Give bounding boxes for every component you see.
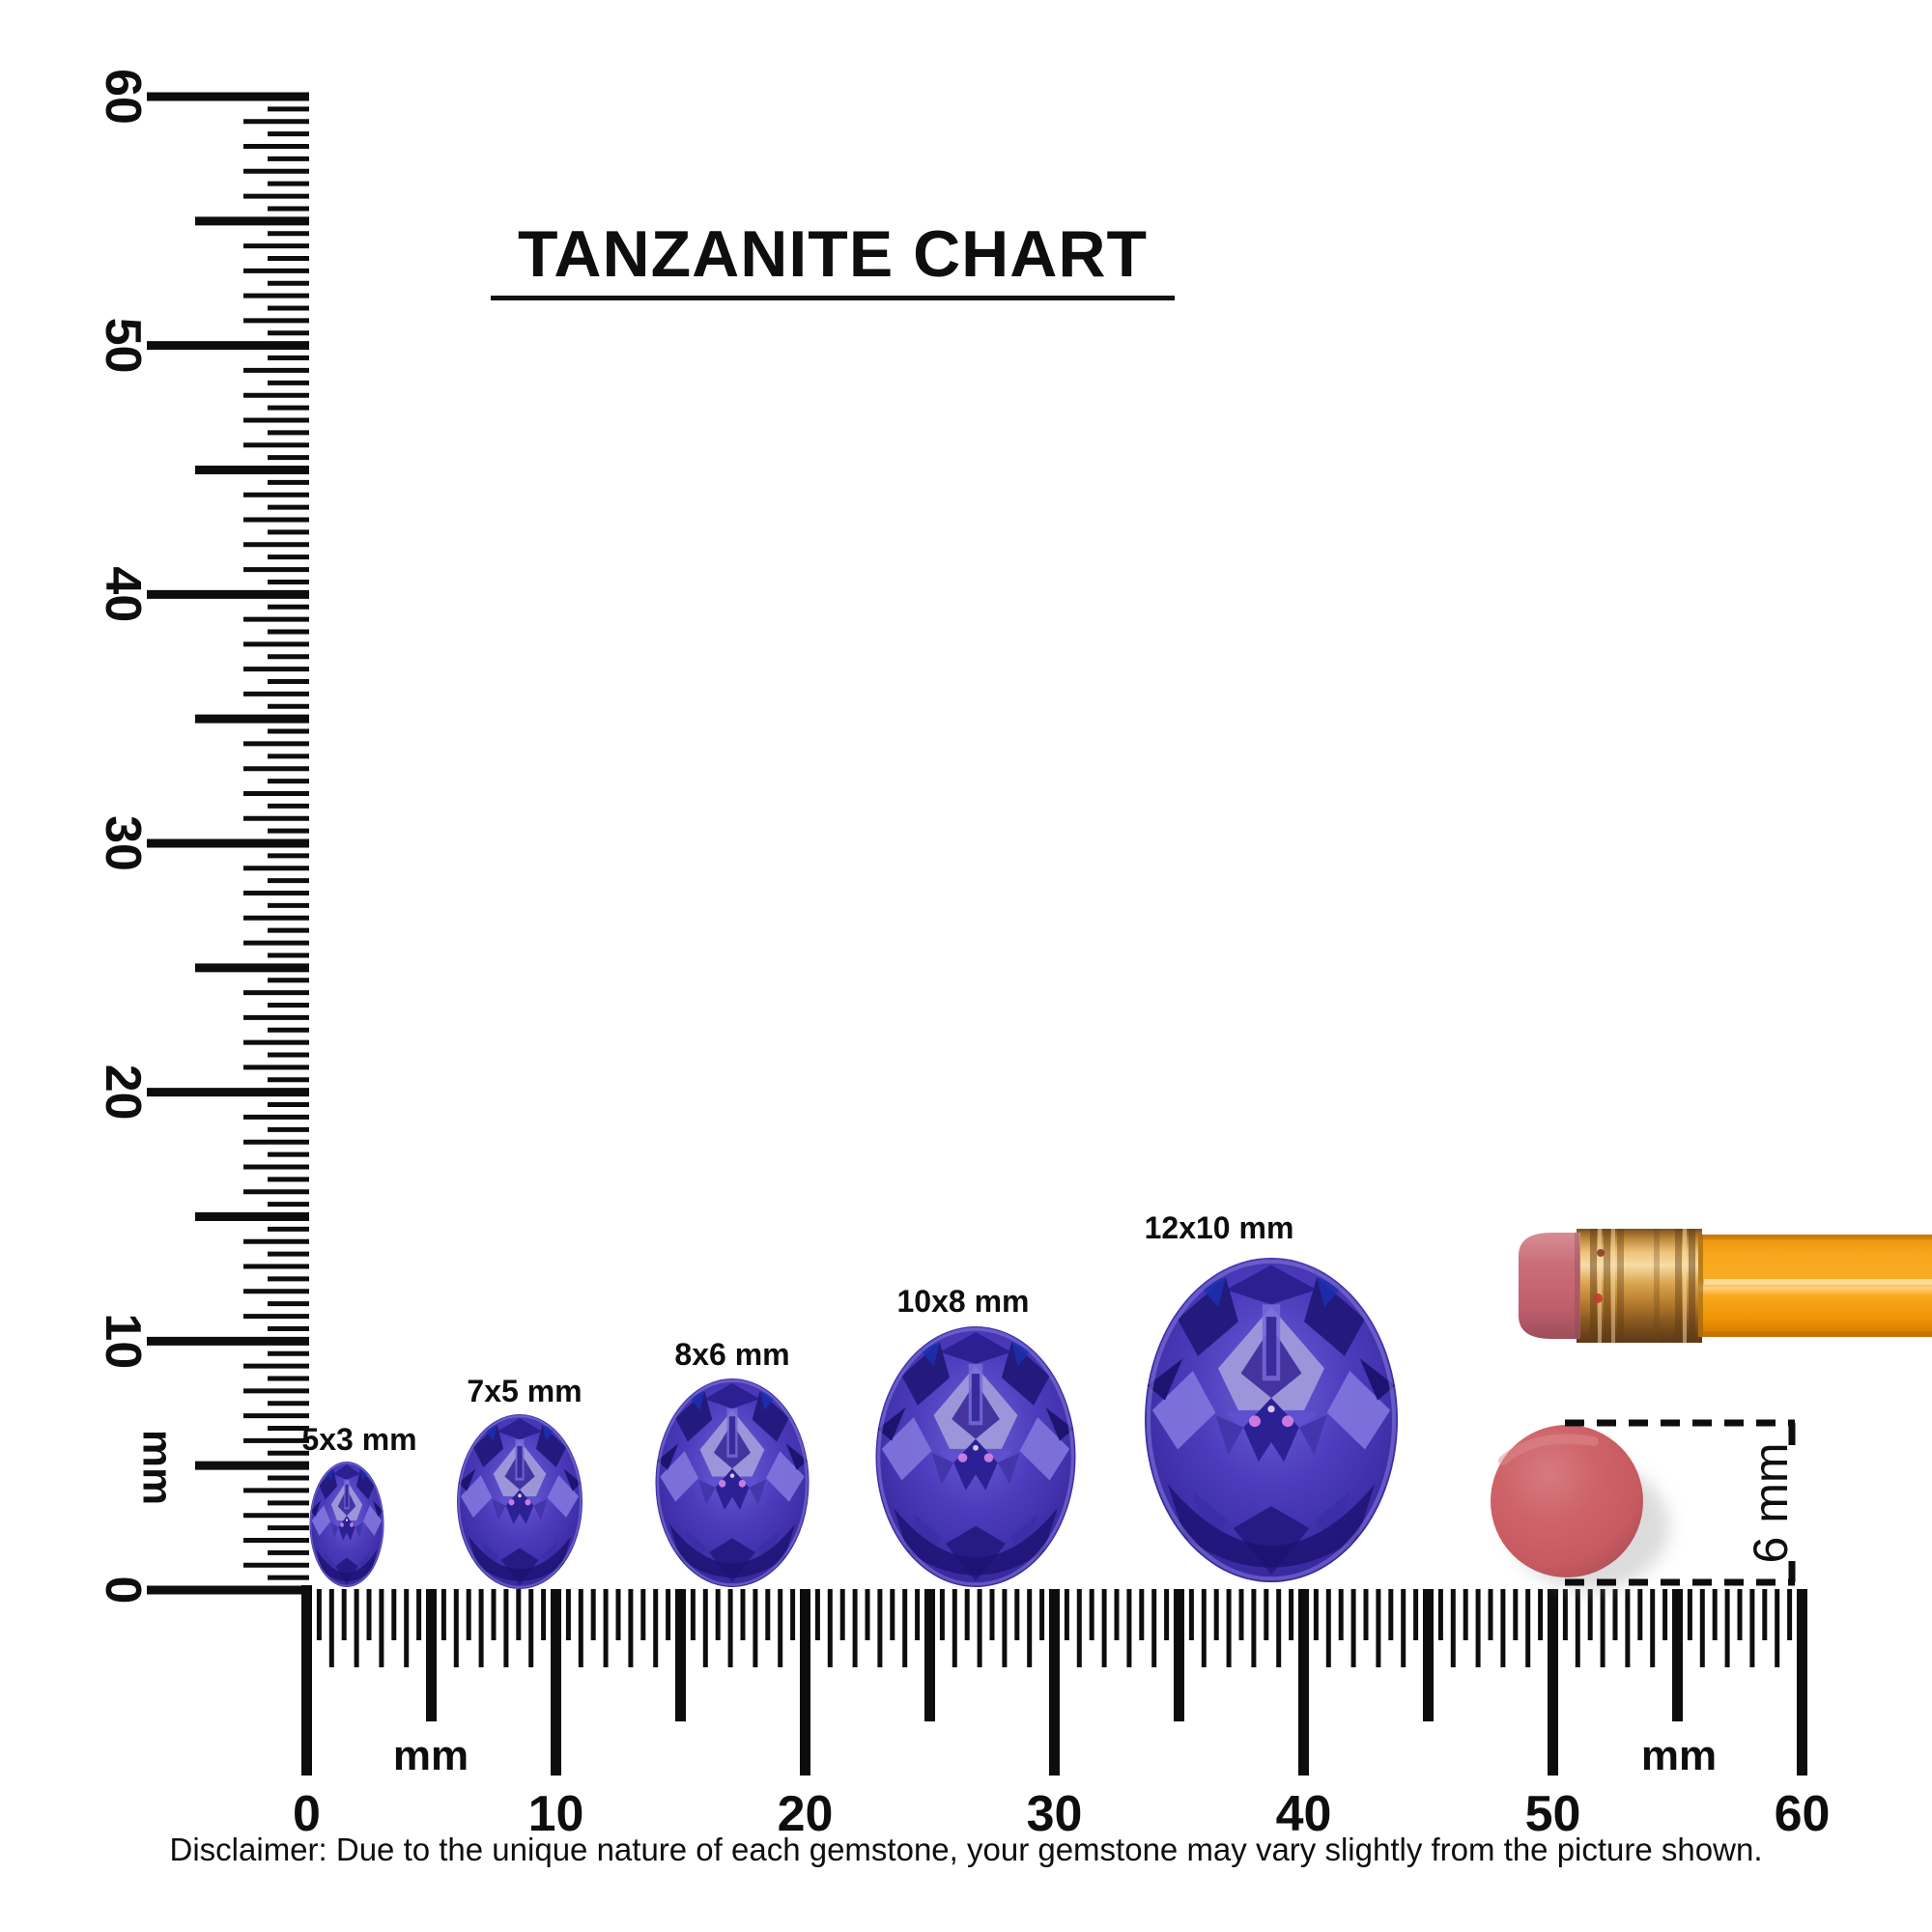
pencil-ferrule xyxy=(1577,1229,1702,1343)
pencil-reference-object xyxy=(1519,1229,1932,1343)
pencil-highlight-stripe xyxy=(1704,1279,1932,1285)
vertical-ruler-number-50: 50 xyxy=(95,318,151,374)
horizontal-ruler-unit-label-right: mm xyxy=(1641,1732,1717,1779)
gem-row: 5x3 mm 7x5 mm 8x6 mm 10x8 mm 12x10 mm xyxy=(301,1210,1398,1589)
title-underline xyxy=(491,296,1175,300)
round-eraser-reference-object: 6 mm xyxy=(1491,1419,1798,1590)
pencil-eraser-tip xyxy=(1519,1233,1580,1339)
horizontal-ruler-number-40: 40 xyxy=(1276,1786,1332,1842)
ferrule-dimple-dot xyxy=(1597,1249,1605,1257)
horizontal-ruler-number-0: 0 xyxy=(293,1786,321,1842)
horizontal-ruler-number-30: 30 xyxy=(1027,1786,1083,1842)
round-eraser-highlight xyxy=(1498,1434,1599,1465)
vertical-ruler-number-60: 60 xyxy=(95,69,151,125)
gem-8x6mm: 8x6 mm xyxy=(655,1337,810,1587)
pencil-body xyxy=(1698,1235,1932,1337)
gem-size-label: 10x8 mm xyxy=(897,1284,1030,1319)
disclaimer: Disclaimer: Due to the unique nature of … xyxy=(170,1832,1763,1867)
vertical-ruler: 0 10 20 30 40 50 60 xyxy=(95,69,309,1604)
tanzanite-gem-image xyxy=(875,1326,1076,1587)
vertical-ruler-number-10: 10 xyxy=(95,1313,151,1369)
vertical-ruler-unit-label: mm xyxy=(134,1430,182,1505)
page-title: TANZANITE CHART xyxy=(518,217,1148,291)
gem-size-label: 7x5 mm xyxy=(467,1374,582,1408)
vertical-ruler-number-30: 30 xyxy=(95,815,151,871)
gem-5x3mm: 5x3 mm xyxy=(301,1422,417,1587)
horizontal-ruler-number-20: 20 xyxy=(778,1786,834,1842)
horizontal-ruler-unit-label-left: mm xyxy=(393,1732,469,1779)
gem-size-label: 8x6 mm xyxy=(674,1337,789,1372)
tanzanite-gem-image xyxy=(457,1414,582,1589)
horizontal-ruler: 0 10 20 30 40 50 60 xyxy=(293,1589,1830,1842)
gem-12x10mm: 12x10 mm xyxy=(1145,1210,1398,1582)
eraser-ferrule-seam xyxy=(1575,1233,1579,1339)
round-eraser-disc xyxy=(1491,1425,1643,1577)
gem-size-label: 12x10 mm xyxy=(1145,1210,1294,1245)
horizontal-ruler-number-60: 60 xyxy=(1775,1786,1831,1842)
pencil-bottom-edge xyxy=(1698,1331,1932,1337)
tanzanite-gem-image xyxy=(309,1462,384,1587)
horizontal-ruler-number-50: 50 xyxy=(1525,1786,1581,1842)
vertical-ruler-number-40: 40 xyxy=(95,566,151,622)
pencil-top-edge xyxy=(1698,1235,1932,1239)
tanzanite-gem-image xyxy=(1145,1258,1398,1582)
ferrule-body-seam xyxy=(1698,1235,1703,1337)
vertical-ruler-number-20: 20 xyxy=(95,1065,151,1121)
gem-size-label: 5x3 mm xyxy=(301,1422,416,1457)
six-mm-dashed-box xyxy=(1565,1419,1796,1586)
pencil-ferrule-crimps xyxy=(1590,1229,1695,1343)
gem-10x8mm: 10x8 mm xyxy=(875,1284,1076,1587)
vertical-ruler-number-0: 0 xyxy=(95,1577,151,1605)
horizontal-ruler-number-10: 10 xyxy=(528,1786,584,1842)
gem-7x5mm: 7x5 mm xyxy=(457,1374,582,1589)
tanzanite-gem-image xyxy=(655,1378,810,1587)
round-eraser-size-label: 6 mm xyxy=(1744,1443,1798,1564)
ferrule-dimple-dot xyxy=(1593,1293,1603,1303)
